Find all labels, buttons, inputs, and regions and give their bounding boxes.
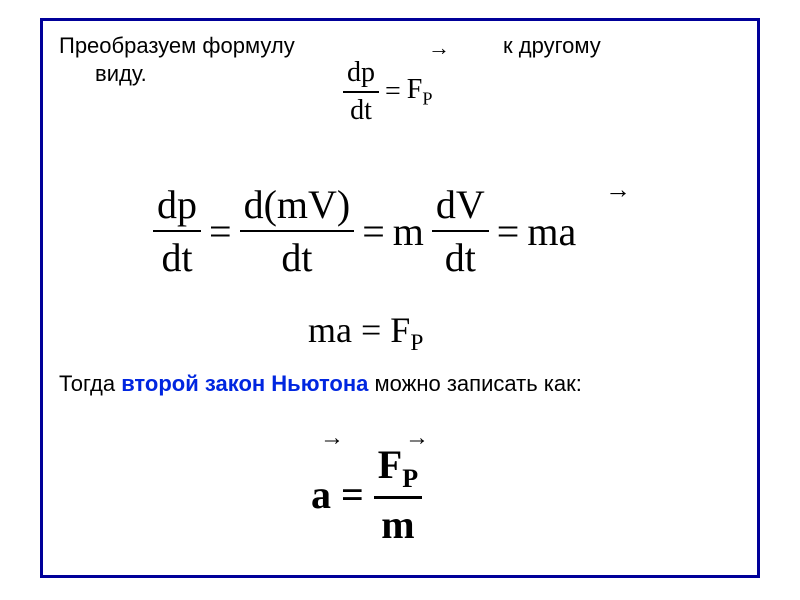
closing-t2: можно записать как: <box>368 371 581 396</box>
eq2-f3-num: dV <box>432 181 489 230</box>
eq2-frac3: dV dt <box>432 181 489 281</box>
eq2-m: m <box>393 208 424 255</box>
equation-2: dp dt = d(mV) dt = m dV dt = ma <box>153 181 576 281</box>
eq3-sub: P <box>410 330 423 356</box>
eq4-eq: = <box>341 471 364 518</box>
eq2-f2-num: d(mV) <box>240 181 355 230</box>
eq1-sub: P <box>422 89 432 109</box>
eq1-eq: = <box>385 76 401 108</box>
eq4-F: F <box>378 442 402 487</box>
eq1-frac: dp dt <box>343 57 379 127</box>
slide-frame: Преобразуем формулу к другому виду. → dp… <box>40 18 760 578</box>
closing-highlight: второй закон Ньютона <box>121 371 368 396</box>
eq1-den: dt <box>346 93 376 127</box>
intro-after: к другому <box>503 33 601 59</box>
eq4-frac: FP m <box>374 441 422 548</box>
intro-before: Преобразуем формулу <box>59 33 295 59</box>
eq2-rhs: ma <box>527 208 576 255</box>
closing-line: Тогда второй закон Ньютона можно записат… <box>59 371 582 397</box>
eq2-eq3: = <box>497 208 520 255</box>
eq4-num: FP <box>374 441 422 496</box>
equation-1: dp dt = FP <box>343 57 433 127</box>
eq2-vector-arrow: → <box>605 175 631 205</box>
closing-t1: Тогда <box>59 371 121 396</box>
eq1-rhs: FP <box>407 74 433 110</box>
eq2-frac1: dp dt <box>153 181 201 281</box>
eq2-eq1: = <box>209 208 232 255</box>
equation-4: a = FP m <box>311 441 422 548</box>
eq4-den: m <box>377 499 418 548</box>
eq3-lhs: ma = F <box>308 310 410 350</box>
eq1-num: dp <box>343 57 379 91</box>
intro-line2: виду. <box>95 61 147 87</box>
eq2-eq2: = <box>362 208 385 255</box>
eq2-f1-den: dt <box>157 232 196 281</box>
eq2-f1-num: dp <box>153 181 201 230</box>
equation-3: ma = FP <box>308 309 423 357</box>
eq2-f3-den: dt <box>441 232 480 281</box>
eq4-lhs: a <box>311 471 331 518</box>
eq2-f2-den: dt <box>277 232 316 281</box>
eq2-frac2: d(mV) dt <box>240 181 355 281</box>
eq4-sub: P <box>402 464 418 493</box>
eq1-F: F <box>407 74 423 105</box>
